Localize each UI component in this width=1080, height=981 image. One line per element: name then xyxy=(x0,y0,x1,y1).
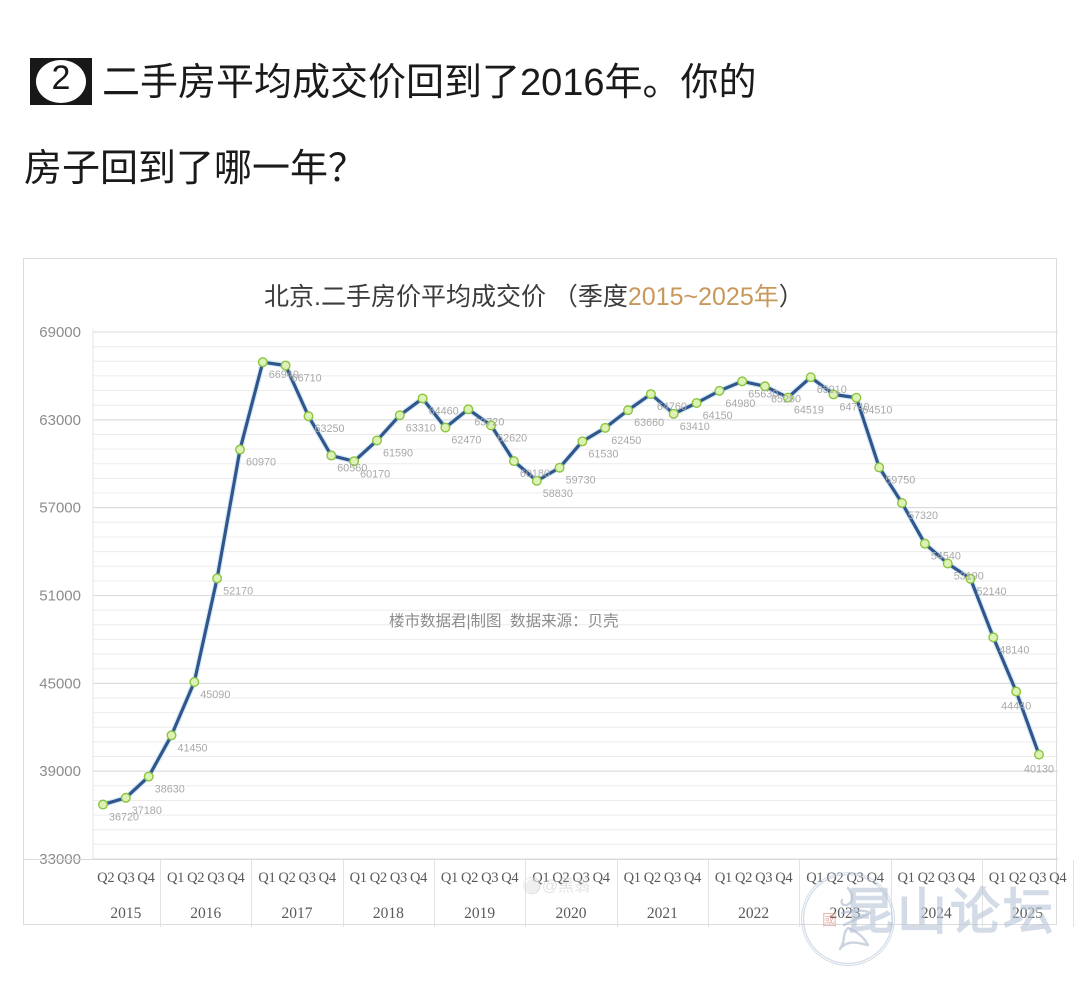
svg-text:62620: 62620 xyxy=(497,432,527,444)
svg-text:61530: 61530 xyxy=(588,448,618,460)
svg-text:37180: 37180 xyxy=(132,805,162,817)
svg-text:53190: 53190 xyxy=(954,570,984,582)
svg-text:60170: 60170 xyxy=(360,468,390,480)
svg-text:59730: 59730 xyxy=(566,475,596,487)
svg-text:66710: 66710 xyxy=(292,373,322,385)
svg-text:國: 國 xyxy=(822,912,837,929)
svg-text:64760: 64760 xyxy=(657,401,687,413)
svg-text:63720: 63720 xyxy=(474,416,504,428)
svg-text:41450: 41450 xyxy=(178,742,208,754)
svg-text:63000: 63000 xyxy=(39,412,81,429)
svg-text:45090: 45090 xyxy=(200,689,230,701)
svg-text:59750: 59750 xyxy=(885,474,915,486)
svg-text:52170: 52170 xyxy=(223,585,253,597)
svg-text:63310: 63310 xyxy=(406,422,436,434)
svg-text:65910: 65910 xyxy=(817,384,847,396)
svg-text:45000: 45000 xyxy=(39,675,81,692)
svg-text:64510: 64510 xyxy=(862,405,892,417)
svg-text:61590: 61590 xyxy=(383,448,413,460)
svg-text:57320: 57320 xyxy=(908,510,938,522)
svg-text:62470: 62470 xyxy=(451,435,481,447)
svg-text:63410: 63410 xyxy=(680,421,710,433)
svg-text:51000: 51000 xyxy=(39,588,81,605)
svg-text:54540: 54540 xyxy=(931,551,961,563)
svg-text:63250: 63250 xyxy=(315,423,345,435)
svg-text:40130: 40130 xyxy=(1024,764,1054,776)
svg-text:38630: 38630 xyxy=(155,784,185,796)
svg-text:64460: 64460 xyxy=(429,406,459,418)
svg-text:60970: 60970 xyxy=(246,457,276,469)
svg-text:48140: 48140 xyxy=(999,644,1029,656)
svg-text:60180: 60180 xyxy=(520,468,550,480)
svg-text:39000: 39000 xyxy=(39,763,81,780)
svg-text:69000: 69000 xyxy=(39,324,81,341)
svg-text:64519: 64519 xyxy=(794,405,824,417)
svg-text:65290: 65290 xyxy=(771,393,801,405)
svg-text:52140: 52140 xyxy=(977,586,1007,598)
svg-text:63660: 63660 xyxy=(634,417,664,429)
svg-text:57000: 57000 xyxy=(39,500,81,517)
svg-text:62450: 62450 xyxy=(611,435,641,447)
svg-text:44440: 44440 xyxy=(1001,701,1031,713)
svg-text:64150: 64150 xyxy=(703,410,733,422)
svg-text:58830: 58830 xyxy=(543,488,573,500)
